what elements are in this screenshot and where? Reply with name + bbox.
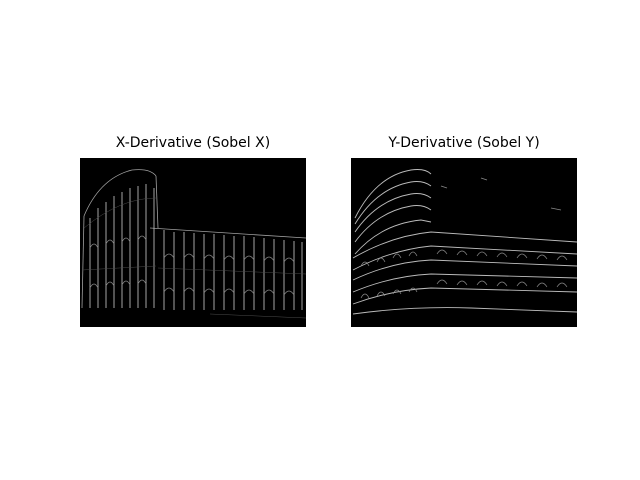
right-panel-title: Y-Derivative (Sobel Y) xyxy=(351,135,577,151)
sobel-x-edge-map xyxy=(80,158,306,327)
sobel-y-edge-map xyxy=(351,158,577,327)
left-panel-title: X-Derivative (Sobel X) xyxy=(80,135,306,151)
sobel-x-image xyxy=(80,158,306,327)
sobel-y-image xyxy=(351,158,577,327)
